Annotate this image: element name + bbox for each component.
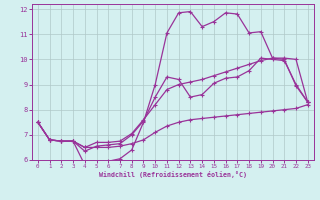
X-axis label: Windchill (Refroidissement éolien,°C): Windchill (Refroidissement éolien,°C) bbox=[99, 171, 247, 178]
